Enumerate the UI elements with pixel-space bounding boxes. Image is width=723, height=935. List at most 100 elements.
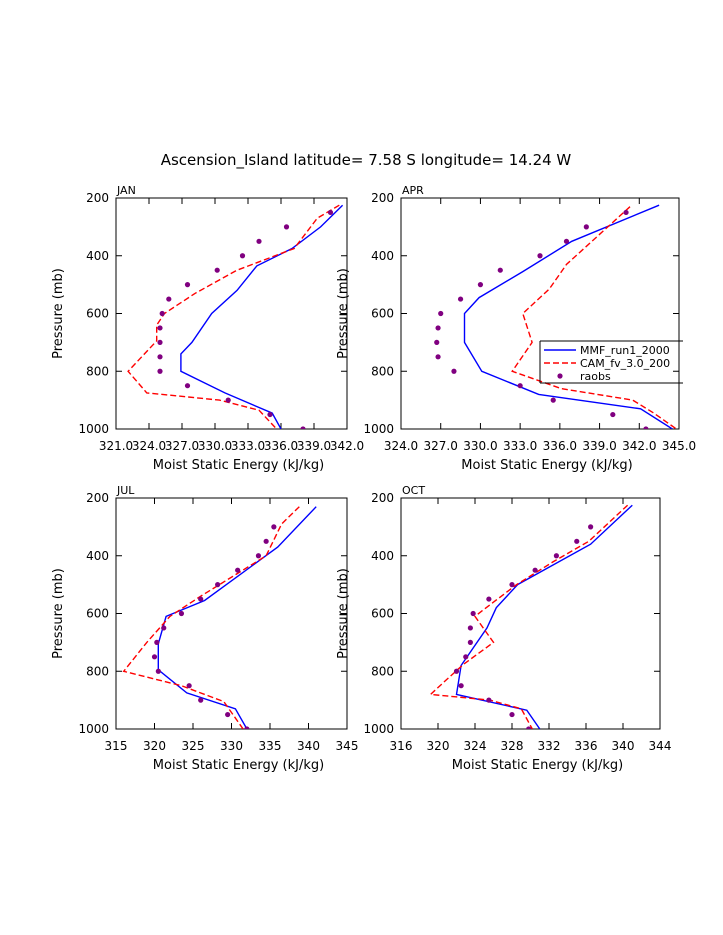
x-tick-label: 340 — [297, 739, 320, 753]
x-tick-label: 315 — [105, 739, 128, 753]
x-tick-label: 333.0 — [503, 439, 537, 453]
panels: JAN321.0324.0327.0330.0333.0336.0339.034… — [51, 184, 696, 773]
x-tick-label: 336.0 — [543, 439, 577, 453]
raobs-point — [517, 383, 523, 389]
y-tick-label: 600 — [371, 307, 394, 321]
panel-jan: JAN 321.0324.0327.0330.0333.0336.0339.034… — [51, 184, 364, 473]
raobs-point — [157, 325, 163, 331]
raobs-point — [154, 639, 160, 645]
raobs-point — [435, 325, 441, 331]
raobs-point — [198, 697, 204, 703]
raobs-point — [239, 253, 246, 259]
legend-label: CAM_fv_3.0_200 — [580, 357, 670, 370]
y-tick-label: 1000 — [363, 722, 394, 736]
raobs-point — [532, 567, 538, 573]
x-tick-label: 316 — [390, 739, 413, 753]
raobs-point — [550, 397, 556, 403]
raobs-point — [178, 610, 185, 617]
raobs-point — [486, 697, 492, 703]
x-tick-label: 340 — [612, 739, 635, 753]
raobs-point — [467, 625, 473, 631]
y-tick-label: 400 — [86, 249, 109, 263]
x-tick-label: 330 — [220, 739, 243, 753]
x-tick-label: 324.0 — [384, 439, 418, 453]
panel-apr: APR 324.0 327.0 330.0 333.0 336.0 339.0 342.0 34… — [336, 184, 696, 473]
series-line-mmf-run1-2000 — [455, 504, 633, 729]
x-tick-label: 342.0 — [330, 439, 364, 453]
raobs-point — [457, 296, 464, 302]
raobs-point — [435, 354, 441, 360]
y-tick-label: 800 — [86, 664, 109, 678]
raobs-point — [225, 711, 231, 718]
y-tick-label: 400 — [371, 549, 394, 563]
raobs-point — [327, 209, 334, 216]
raobs-point — [235, 567, 241, 573]
raobs-point — [588, 524, 594, 530]
y-axis-label: Pressure (mb) — [336, 568, 351, 659]
figure-title: Ascension_Island latitude= 7.58 S longit… — [161, 151, 572, 170]
raobs-point — [458, 683, 464, 689]
x-tick-label: 320 — [143, 739, 166, 753]
raobs-point — [467, 639, 473, 645]
x-tick-label: 330.0 — [463, 439, 497, 453]
panel-oct: OCT 316 320 324 328 332 336 340 344 200 400 600 800 1… — [336, 484, 671, 773]
y-tick-label: 200 — [371, 491, 394, 505]
raobs-point — [256, 238, 262, 244]
x-tick-label: 342.0 — [622, 439, 656, 453]
y-tick-label: 800 — [371, 364, 394, 378]
x-axis-label: Moist Static Energy (kJ/kg) — [153, 758, 324, 773]
y-tick-label: 1000 — [363, 422, 394, 436]
raobs-point — [244, 726, 250, 729]
legend-label: MMF_run1_2000 — [580, 344, 670, 357]
raobs-point — [470, 610, 476, 617]
x-axis-label: Moist Static Energy (kJ/kg) — [461, 458, 632, 473]
raobs-point — [610, 411, 616, 418]
x-tick-label: 345 — [336, 739, 359, 753]
panel-label: JAN — [116, 184, 136, 197]
x-tick-label: 336 — [575, 739, 598, 753]
raobs-point — [497, 267, 503, 273]
x-tick-label: 321.0 — [99, 439, 133, 453]
raobs-point — [283, 224, 290, 230]
raobs-point — [509, 582, 515, 588]
series-line-cam-fv-3-0-200 — [122, 506, 300, 729]
y-tick-label: 200 — [371, 191, 394, 205]
series-group — [428, 504, 633, 729]
raobs-point — [255, 553, 262, 559]
x-tick-label: 325 — [182, 739, 205, 753]
raobs-point — [563, 238, 570, 244]
x-tick-label: 335 — [259, 739, 282, 753]
raobs-point — [166, 296, 172, 302]
raobs-point — [453, 668, 460, 674]
y-tick-label: 200 — [86, 491, 109, 505]
raobs-point — [155, 668, 161, 674]
raobs-point — [263, 538, 269, 544]
raobs-point — [198, 596, 204, 602]
y-axis-label: Pressure (mb) — [51, 568, 66, 659]
raobs-point — [159, 310, 165, 317]
x-tick-label: 327.0 — [165, 439, 199, 453]
legend-swatch-raobs — [557, 373, 563, 379]
y-tick-label: 400 — [86, 549, 109, 563]
raobs-point — [537, 253, 543, 259]
x-tick-label: 332 — [538, 739, 561, 753]
raobs-point — [553, 553, 560, 559]
raobs-point — [477, 282, 484, 288]
series-line-mmf-run1-2000 — [180, 204, 344, 429]
raobs-point — [271, 524, 277, 530]
x-tick-label: 327.0 — [424, 439, 458, 453]
legend-label: raobs — [580, 370, 611, 383]
panel-jul: JUL 315 320 325 330 335 340 345 200 400 600 800 1000… — [51, 484, 358, 773]
x-tick-label: 336.0 — [264, 439, 298, 453]
y-tick-label: 800 — [371, 664, 394, 678]
y-tick-label: 1000 — [78, 422, 109, 436]
y-tick-label: 400 — [371, 249, 394, 263]
raobs-point — [623, 209, 629, 216]
y-axis-label: Pressure (mb) — [336, 268, 351, 359]
x-tick-label: 324 — [464, 739, 487, 753]
y-tick-label: 1000 — [78, 722, 109, 736]
y-tick-label: 200 — [86, 191, 109, 205]
y-tick-label: 600 — [86, 607, 109, 621]
